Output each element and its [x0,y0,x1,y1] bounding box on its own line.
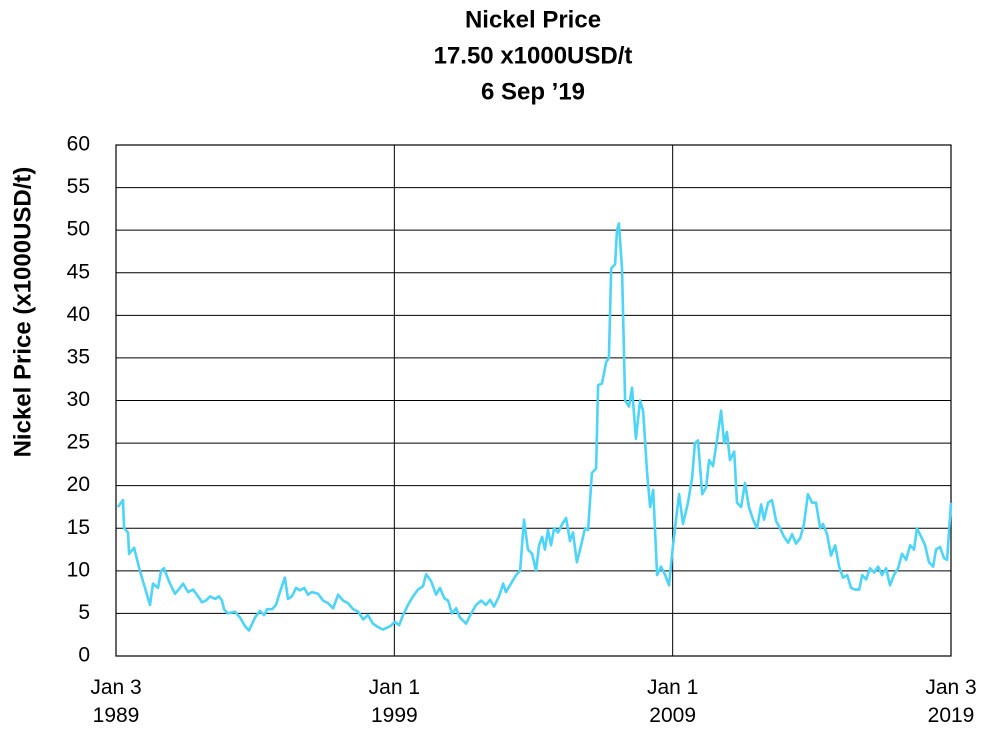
price-line [116,222,953,632]
y-tick-label: 0 [78,644,90,667]
chart-subtitle: 17.50 x1000USD/t [434,42,633,69]
y-tick-label: 50 [67,218,90,241]
chart-subtitle: 6 Sep ’19 [481,78,585,105]
chart-title: Nickel Price [465,6,601,33]
y-tick-label: 25 [67,431,90,454]
y-tick-label: 60 [67,133,90,156]
y-tick-label: 35 [67,345,90,368]
x-tick-label: Jan 3 1989 [90,676,142,727]
plot-frame [115,144,952,657]
y-tick-label: 45 [67,260,90,283]
y-tick-label: 55 [67,175,90,198]
y-tick-label: 10 [67,558,90,581]
x-tick-label: Jan 1 1999 [368,676,421,727]
y-axis-label: Nickel Price (x1000USD/t) [9,167,36,458]
y-tick-label: 40 [67,303,90,326]
y-tick-label: 30 [67,388,90,411]
x-tick-label: Jan 3 2019 [925,676,977,727]
x-tick-label: Jan 1 2009 [646,676,699,727]
y-tick-label: 20 [67,473,90,496]
y-tick-label: 5 [78,601,90,624]
y-tick-label: 15 [67,516,90,539]
